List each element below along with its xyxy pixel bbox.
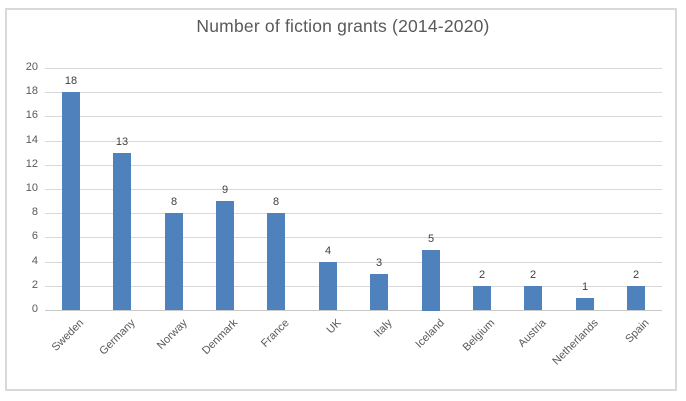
data-label: 8	[272, 196, 280, 208]
y-tick-label: 0	[31, 303, 38, 315]
gridline	[45, 165, 662, 166]
gridline	[45, 116, 662, 117]
y-tick-label: 18	[25, 85, 38, 97]
bar-italy	[370, 274, 388, 310]
data-label: 13	[115, 136, 129, 148]
bar-uk	[319, 262, 337, 310]
gridline	[45, 92, 662, 93]
y-tick-label: 16	[25, 109, 38, 121]
data-label: 2	[632, 269, 640, 281]
y-tick-label: 2	[31, 279, 38, 291]
y-tick-label: 12	[25, 158, 38, 170]
gridline	[45, 213, 662, 214]
data-label: 9	[221, 184, 229, 196]
chart-title: Number of fiction grants (2014-2020)	[196, 16, 490, 36]
y-tick-label: 8	[31, 206, 38, 218]
bar-iceland	[422, 250, 440, 311]
bar-denmark	[216, 201, 234, 310]
bar-belgium	[473, 286, 491, 310]
y-tick-label: 20	[25, 61, 38, 73]
gridline	[45, 141, 662, 142]
data-label: 8	[170, 196, 178, 208]
data-label: 5	[427, 233, 435, 245]
bar-sweden	[62, 92, 80, 310]
gridline	[45, 189, 662, 190]
gridline	[45, 68, 662, 69]
bar-france	[267, 213, 285, 310]
y-tick-label: 4	[31, 255, 38, 267]
data-label: 4	[324, 245, 332, 257]
bar-austria	[524, 286, 542, 310]
bar-norway	[165, 213, 183, 310]
bar-spain	[627, 286, 645, 310]
data-label: 1	[581, 281, 589, 293]
gridline	[45, 262, 662, 263]
y-tick-label: 14	[25, 134, 38, 146]
y-tick-label: 6	[31, 230, 38, 242]
data-label: 2	[478, 269, 486, 281]
data-label: 2	[529, 269, 537, 281]
data-label: 18	[64, 75, 78, 87]
bar-germany	[113, 153, 131, 310]
gridline	[45, 286, 662, 287]
bar-netherlands	[576, 298, 594, 310]
gridline	[45, 237, 662, 238]
y-tick-label: 10	[25, 182, 38, 194]
data-label: 3	[375, 257, 383, 269]
x-axis-line	[45, 310, 662, 311]
